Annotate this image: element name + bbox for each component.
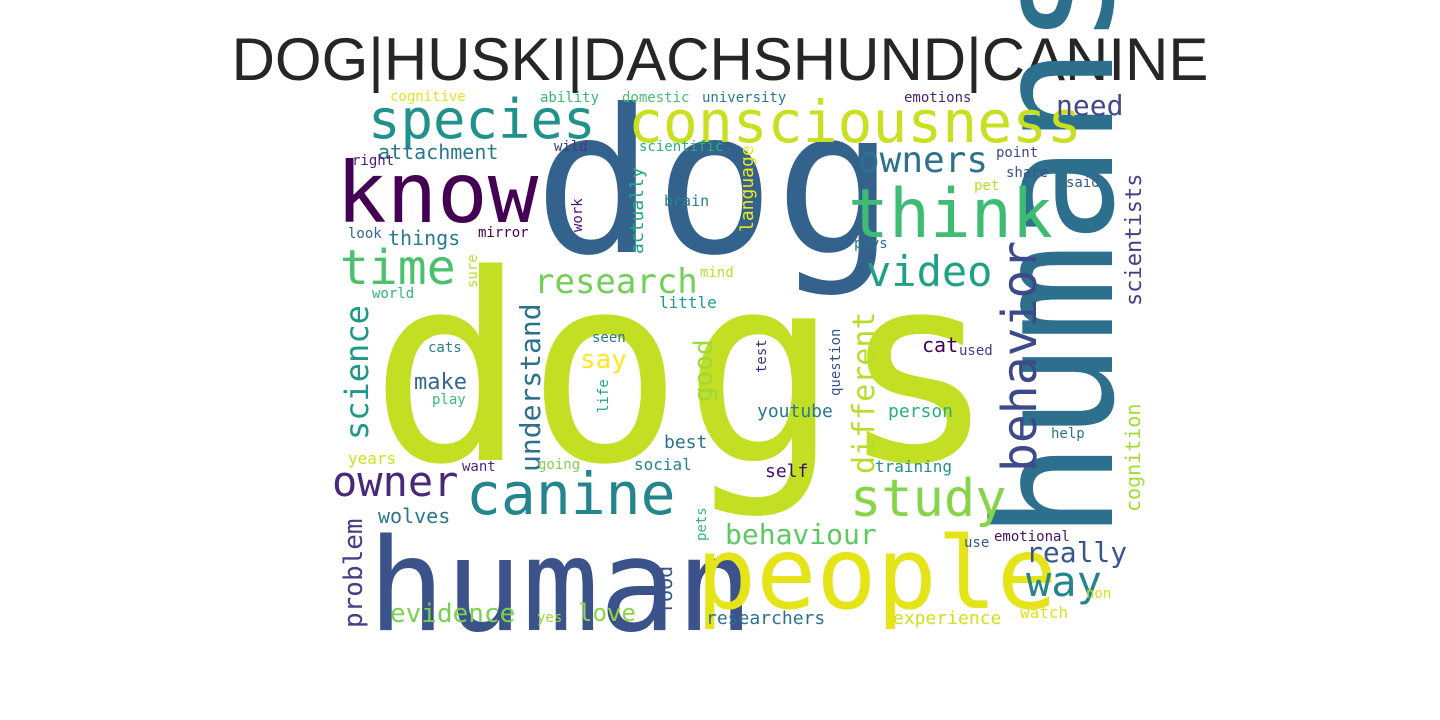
word-need: need: [1056, 89, 1123, 122]
word-university: university: [702, 90, 786, 106]
word-research: research: [534, 262, 698, 302]
word-scientific: scientific: [639, 139, 723, 155]
word-social: social: [634, 455, 692, 474]
word-seen: seen: [592, 330, 626, 346]
word-consciousness: consciousness: [628, 88, 1082, 156]
word-little: little: [659, 293, 717, 312]
word-dogs: dogs: [370, 220, 996, 522]
word-human: human: [368, 512, 753, 661]
word-make: make: [414, 370, 467, 395]
word-best: best: [664, 432, 707, 453]
word-experience: experience: [893, 608, 1001, 629]
word-training: training: [875, 457, 952, 476]
word-say: say: [580, 345, 627, 375]
word-pet: pet: [974, 178, 999, 194]
word-way: way: [1026, 557, 1102, 606]
word-actually: actually: [627, 167, 648, 254]
word-dog: dog: [534, 67, 895, 300]
word-canine: canine: [466, 460, 676, 528]
word-want: want: [462, 459, 496, 475]
word-cloud-title: DOG|HUSKI|DACHSHUND|CANINE: [231, 26, 1209, 93]
word-humans: humans: [960, 0, 1151, 540]
word-said: said: [1066, 175, 1100, 191]
word-think: think: [848, 175, 1053, 254]
word-work: work: [570, 198, 586, 232]
word-life: life: [596, 379, 612, 413]
word-pets: pets: [694, 507, 710, 541]
word-people: people: [696, 515, 1057, 632]
word-video: video: [866, 247, 992, 296]
word-attachment: attachment: [378, 140, 498, 164]
word-owner: owner: [332, 457, 458, 506]
word-good: good: [689, 339, 719, 402]
word-wild: wild: [554, 139, 588, 155]
word-science: science: [338, 305, 376, 440]
word-scientists: scientists: [1122, 174, 1147, 306]
word-share: share: [1006, 165, 1048, 181]
word-right: right: [352, 153, 394, 169]
word-ability: ability: [540, 90, 599, 106]
word-person: person: [888, 401, 953, 422]
word-really: really: [1026, 536, 1127, 569]
word-cognitive: cognitive: [390, 89, 466, 105]
word-things: things: [388, 226, 460, 250]
word-going: going: [538, 457, 580, 473]
word-wolves: wolves: [378, 504, 450, 528]
word-non: non: [1086, 586, 1111, 602]
word-evidence: evidence: [390, 599, 515, 629]
word-mirror: mirror: [478, 225, 529, 241]
word-emotional: emotional: [994, 529, 1070, 545]
word-self: self: [765, 461, 808, 482]
word-test: test: [754, 339, 770, 373]
word-used: used: [959, 343, 993, 359]
word-species: species: [368, 88, 596, 151]
word-look: look: [348, 226, 382, 242]
word-mind: mind: [700, 265, 734, 281]
word-behavior: behavior: [992, 241, 1048, 472]
word-yes: yes: [537, 610, 562, 626]
word-behaviour: behaviour: [725, 518, 877, 551]
word-years: years: [348, 449, 396, 468]
word-phys: phys: [854, 236, 888, 252]
word-emotions: emotions: [904, 90, 971, 106]
word-understand: understand: [514, 303, 547, 472]
word-watch: watch: [1020, 603, 1068, 622]
word-language: language: [737, 145, 758, 232]
word-problem: problem: [339, 518, 369, 628]
word-know: know: [336, 144, 539, 242]
word-different: different: [847, 311, 882, 474]
word-owners: owners: [858, 140, 988, 181]
word-brain: brain: [664, 192, 709, 210]
word-play: play: [432, 392, 466, 408]
word-study: study: [850, 469, 1007, 529]
word-cognition: cognition: [1121, 404, 1145, 512]
word-cats: cats: [428, 340, 462, 356]
word-cat: cat: [922, 333, 958, 357]
word-time: time: [340, 240, 456, 296]
word-question: question: [828, 329, 844, 396]
word-help: help: [1051, 426, 1085, 442]
word-food: food: [653, 566, 677, 614]
word-point: point: [996, 145, 1038, 161]
word-researchers: researchers: [706, 608, 825, 629]
word-use: use: [964, 535, 989, 551]
word-domestic: domestic: [622, 90, 689, 106]
word-love: love: [578, 599, 636, 627]
word-youtube: youtube: [757, 401, 833, 422]
word-sure: sure: [465, 254, 481, 288]
word-world: world: [372, 286, 414, 302]
